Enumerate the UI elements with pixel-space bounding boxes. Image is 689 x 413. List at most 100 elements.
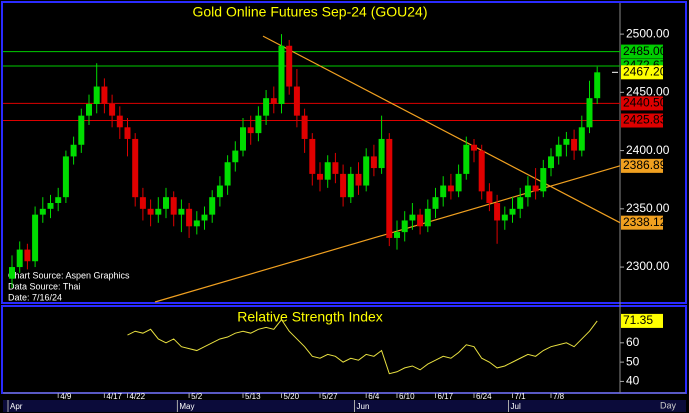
candle-body [155, 208, 162, 215]
candle-body [378, 138, 385, 169]
value-box [621, 65, 663, 80]
candle-body [255, 115, 262, 134]
candle-body [563, 138, 570, 145]
candle-body [193, 220, 200, 227]
y-tick-label: 40 [626, 374, 640, 388]
x-tick-label: 7/8 [553, 392, 565, 401]
note: Chart Source: Aspen Graphics [8, 270, 130, 280]
candle-body [163, 197, 169, 209]
candle-body [363, 156, 370, 186]
note: Data Source: Thai [8, 281, 80, 291]
trendline [262, 35, 621, 224]
candle-body [532, 185, 539, 192]
candle-body [317, 173, 323, 180]
candle-body [463, 144, 470, 174]
value-box-label: 71.35 [623, 313, 653, 327]
month-label: May [179, 402, 194, 411]
candle-body [486, 191, 493, 203]
candle-body [394, 232, 400, 238]
value-box-label: 2338.12 [623, 215, 667, 229]
candle-body [478, 150, 485, 192]
value-box-label: 2485.00 [623, 44, 667, 58]
x-tick-label: 6/24 [476, 392, 492, 401]
candle-body [432, 197, 439, 209]
value-box [621, 44, 663, 59]
candle-body [209, 197, 216, 215]
candle-body [594, 72, 601, 99]
month-label: Jun [357, 402, 370, 411]
candle-body [324, 162, 331, 180]
candle-body [224, 162, 231, 186]
candle-body [55, 197, 62, 203]
candle-body [578, 127, 585, 151]
candle-body [301, 115, 308, 139]
x-tick-label: 5/27 [322, 392, 338, 401]
month-band [3, 400, 686, 412]
y-tick-label: 2400.00 [626, 143, 670, 157]
chart-title: Gold Online Futures Sep-24 (GOU24) [193, 4, 428, 20]
candle-body [501, 214, 508, 221]
candle-body [16, 249, 23, 268]
candle-body [571, 138, 578, 151]
candle-body [170, 197, 177, 215]
main-frame [1, 1, 687, 304]
y-tick-label: 2350.00 [626, 201, 670, 215]
candle-body [401, 220, 408, 233]
candle-body [517, 197, 524, 209]
value-box [621, 215, 663, 230]
candle-body [540, 168, 547, 192]
x-tick-label: 5/20 [284, 392, 300, 401]
value-box-label: 2467.20 [623, 64, 667, 78]
candle-body [355, 173, 362, 186]
candle-body [471, 144, 477, 151]
candle-body [39, 208, 46, 215]
candle-body [216, 185, 223, 198]
y-tick-label: 50 [626, 354, 640, 368]
x-tick-label: 5/13 [245, 392, 261, 401]
candle-body [32, 214, 39, 262]
y-tick-label: 2450.00 [626, 85, 670, 99]
x-tick-label: 6/4 [368, 392, 380, 401]
x-tick-label: 6/17 [438, 392, 454, 401]
value-box [621, 158, 663, 173]
candle-body [232, 150, 239, 163]
candle-body [424, 208, 431, 227]
value-box-label: 2440.50 [623, 96, 667, 110]
x-tick-label: 5/2 [191, 392, 203, 401]
candle-body [548, 156, 554, 169]
x-tick-label: 4/22 [130, 392, 146, 401]
candle-body [440, 185, 447, 198]
candle-body [286, 45, 293, 87]
candle-body [247, 127, 254, 134]
candle-body [147, 208, 154, 215]
value-box [621, 96, 663, 111]
candle-body [178, 208, 185, 215]
candle-body [62, 156, 69, 198]
candle-body [240, 127, 246, 151]
note: Date: 7/16/24 [8, 292, 62, 302]
candle-body [101, 86, 108, 104]
candle-body [116, 115, 123, 128]
candle-body [47, 203, 54, 209]
candle-body [270, 98, 277, 104]
candle-body [186, 208, 193, 227]
candle-body [494, 203, 501, 221]
candle-body [24, 249, 31, 262]
candle-body [278, 45, 285, 104]
candle-body [263, 98, 270, 116]
x-axis-label: Day [660, 400, 677, 410]
candle-body [340, 173, 347, 198]
candle-body [309, 138, 316, 174]
y-tick-label: 60 [626, 335, 640, 349]
candle-body [347, 173, 354, 198]
value-box [621, 113, 663, 128]
candle-body [417, 214, 424, 227]
candle-body [132, 138, 139, 198]
value-box-label: 2425.83 [623, 113, 667, 127]
candle-body [78, 115, 85, 145]
indicator-line [127, 318, 598, 375]
candle-body [370, 156, 377, 169]
